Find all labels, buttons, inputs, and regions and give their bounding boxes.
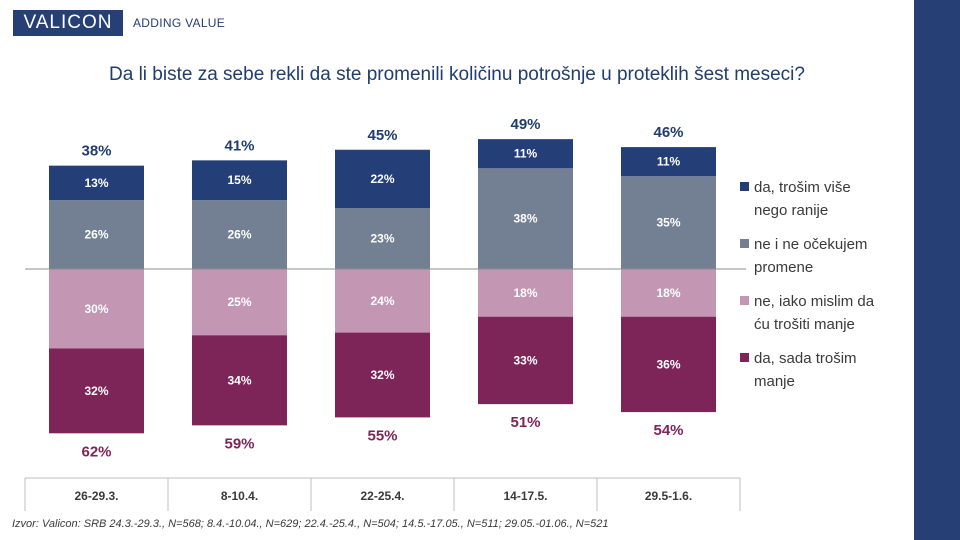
total-label-down: 55% xyxy=(367,427,397,444)
data-label: 13% xyxy=(84,176,108,190)
bar-segment xyxy=(335,208,430,269)
legend-swatch xyxy=(740,353,749,362)
legend-label: da, trošim više nego ranije xyxy=(754,179,851,219)
right-accent-strip xyxy=(914,0,960,540)
data-label: 15% xyxy=(227,173,251,187)
x-tick-label: 8-10.4. xyxy=(221,489,258,503)
bar-segment xyxy=(192,269,287,336)
data-label: 36% xyxy=(656,357,680,371)
data-label: 22% xyxy=(370,172,394,186)
total-label-down: 51% xyxy=(510,414,540,431)
data-label: 11% xyxy=(657,155,681,169)
data-label: 32% xyxy=(84,384,108,398)
total-label-down: 62% xyxy=(81,443,111,460)
bar-segment xyxy=(335,332,430,418)
data-label: 32% xyxy=(370,368,394,382)
total-label-up: 38% xyxy=(81,143,111,160)
bar-segment xyxy=(478,168,573,269)
data-label: 18% xyxy=(656,286,680,300)
data-label: 30% xyxy=(84,302,108,316)
total-label-up: 45% xyxy=(367,127,397,144)
data-label: 24% xyxy=(370,294,394,308)
bar-segment xyxy=(192,160,287,201)
data-label: 11% xyxy=(514,147,538,161)
bar-segment xyxy=(621,176,716,269)
x-tick-label: 14-17.5. xyxy=(503,489,547,503)
bar-segment xyxy=(49,348,144,434)
data-label: 38% xyxy=(513,212,537,226)
legend-swatch xyxy=(740,296,749,305)
x-tick-label: 22-25.4. xyxy=(360,489,404,503)
tagline: ADDING VALUE xyxy=(133,16,226,30)
data-label: 26% xyxy=(227,228,251,242)
data-label: 23% xyxy=(370,232,394,246)
bar-segment xyxy=(621,316,716,413)
legend-label: da, sada trošim manje xyxy=(754,350,857,390)
bar-segment xyxy=(621,269,716,317)
logo: VALICON xyxy=(13,10,123,36)
x-tick-label: 29.5-1.6. xyxy=(645,489,692,503)
bar-segment xyxy=(49,269,144,349)
source-footnote: Izvor: Valicon: SRB 24.3.-29.3., N=568; … xyxy=(12,518,609,530)
bar-segment xyxy=(478,139,573,169)
bar-segment xyxy=(335,269,430,333)
total-label-up: 41% xyxy=(224,137,254,154)
data-label: 35% xyxy=(656,216,680,230)
total-label-down: 54% xyxy=(653,422,683,439)
total-label-up: 49% xyxy=(510,116,540,133)
legend-swatch xyxy=(740,239,749,248)
bar-segment xyxy=(621,147,716,177)
x-tick-label: 26-29.3. xyxy=(74,489,118,503)
bar-segment xyxy=(49,165,144,201)
total-label-up: 46% xyxy=(653,124,683,141)
bar-segment xyxy=(335,149,430,209)
legend-label: ne i ne očekujem promene xyxy=(754,236,867,276)
data-label: 33% xyxy=(513,353,537,367)
data-label: 26% xyxy=(84,228,108,242)
total-label-down: 59% xyxy=(224,435,254,452)
chart-title: Da li biste za sebe rekli da ste promeni… xyxy=(109,64,805,85)
bar-segment xyxy=(478,316,573,405)
bar-segment xyxy=(478,269,573,317)
bar-segment xyxy=(192,335,287,426)
bar-segment xyxy=(49,200,144,269)
legend-label: ne, iako mislim da ću trošiti manje xyxy=(754,293,875,333)
data-label: 34% xyxy=(227,373,251,387)
legend-swatch xyxy=(740,182,749,191)
data-label: 25% xyxy=(227,295,251,309)
data-label: 18% xyxy=(513,286,537,300)
stacked-bar-chart: 26% 13% 38% 30% 32% 62% 26-29.3. 26% 15% 41% 25% 34… xyxy=(24,116,875,511)
bar-segment xyxy=(192,200,287,269)
